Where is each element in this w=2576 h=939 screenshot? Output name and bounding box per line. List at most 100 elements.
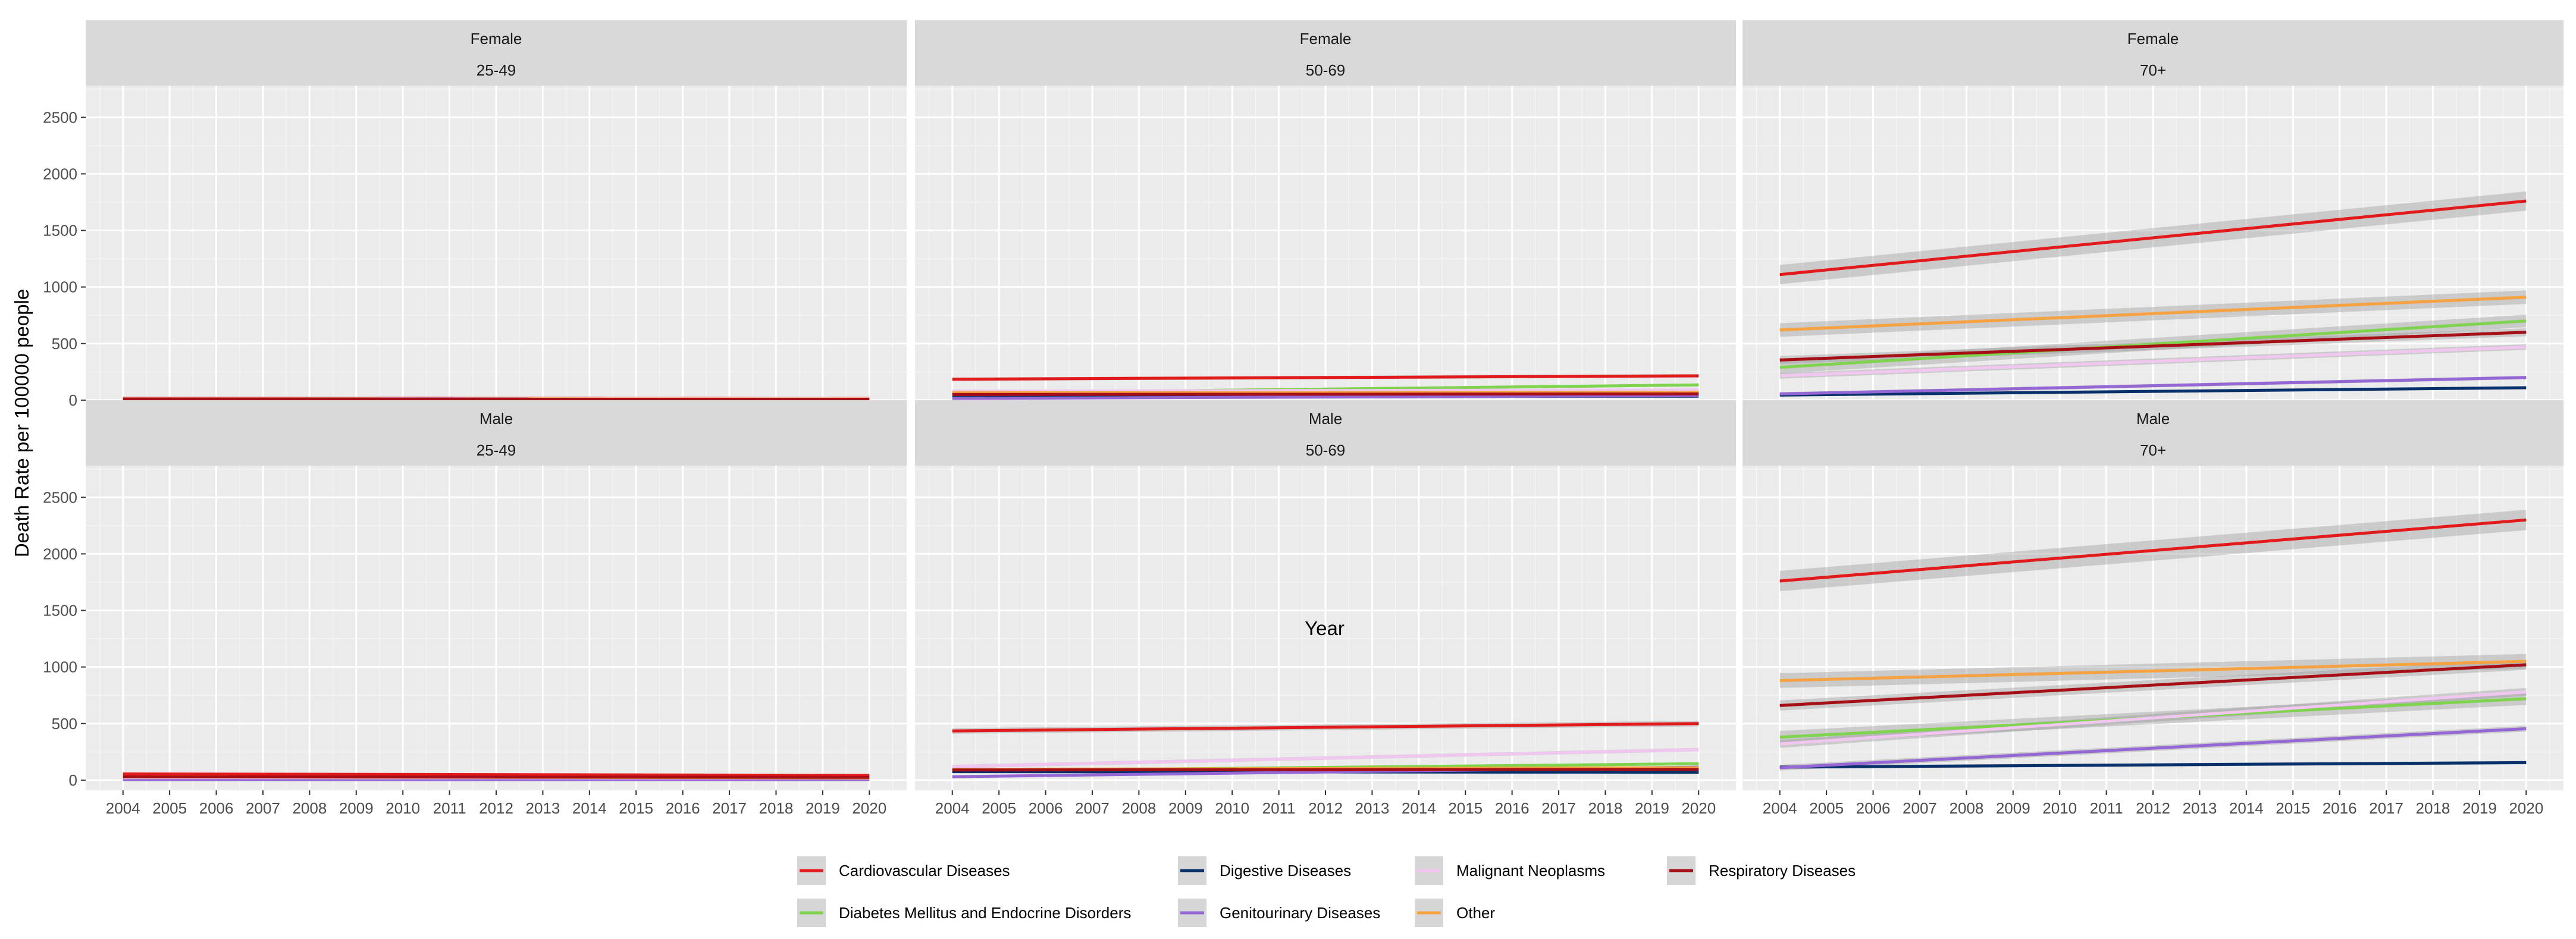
legend-item-genitourinary-diseases: Genitourinary Diseases bbox=[1178, 899, 1380, 927]
series-line-cardiovascular-diseases bbox=[1779, 518, 2527, 583]
panel-male-70: Male 70+ 2004 2005 2006 2007 2008 2009 2010 2011 2… bbox=[1743, 400, 2564, 817]
facet-strip bbox=[1743, 20, 2564, 86]
x-tick-label: 2007 bbox=[1075, 799, 1110, 817]
x-tick-label: 2020 bbox=[852, 799, 886, 817]
x-tick-label: 2012 bbox=[479, 799, 513, 817]
series-line-digestive-diseases bbox=[1779, 761, 2527, 769]
x-tick-label: 2017 bbox=[712, 799, 747, 817]
x-tick-label: 2012 bbox=[2136, 799, 2170, 817]
panel-female-70: Female 70+ bbox=[1743, 20, 2564, 410]
legend-item-malignant-neoplasms: Malignant Neoplasms bbox=[1415, 856, 1605, 885]
series-line-cardiovascular-diseases bbox=[952, 722, 1699, 733]
x-tick-label: 2015 bbox=[1448, 799, 1483, 817]
legend-label: Malignant Neoplasms bbox=[1456, 862, 1605, 880]
y-tick-label: 1500 bbox=[43, 222, 77, 240]
x-tick-label: 2016 bbox=[666, 799, 700, 817]
x-tick-label: 2004 bbox=[935, 799, 970, 817]
facet-strip bbox=[86, 400, 907, 466]
series-line-other bbox=[1779, 660, 2527, 682]
y-tick-label: 1000 bbox=[43, 658, 77, 676]
series-line-cardiovascular-diseases bbox=[123, 772, 870, 777]
y-tick-label: 0 bbox=[69, 391, 77, 409]
legend-item-diabetes-mellitus-and-endocrine-disorders: Diabetes Mellitus and Endocrine Disorder… bbox=[797, 899, 1131, 927]
major-grid bbox=[915, 466, 1736, 790]
x-tick-label: 2004 bbox=[1763, 799, 1797, 817]
legend-item-other: Other bbox=[1415, 899, 1495, 927]
facet-label-sex: Female bbox=[1300, 30, 1352, 48]
facet-label-age: 50-69 bbox=[1306, 61, 1346, 79]
legend-label: Other bbox=[1456, 904, 1495, 922]
x-tick-label: 2017 bbox=[2369, 799, 2403, 817]
x-tick-label: 2005 bbox=[982, 799, 1016, 817]
series-line-other bbox=[1779, 296, 2527, 332]
y-tick-label: 0 bbox=[69, 771, 77, 789]
x-tick-label: 2006 bbox=[1856, 799, 1891, 817]
x-tick-label: 2009 bbox=[1996, 799, 2030, 817]
panel-male-50-69: Male 50-69 2004 2005 2006 2007 2008 2009 2010 201… bbox=[915, 400, 1736, 817]
legend-item-digestive-diseases: Digestive Diseases bbox=[1178, 856, 1351, 885]
y-tick-label: 500 bbox=[52, 715, 77, 733]
x-tick-label: 2007 bbox=[246, 799, 280, 817]
x-tick-label: 2013 bbox=[2182, 799, 2217, 817]
facet-label-sex: Male bbox=[2136, 410, 2170, 428]
y-axis-title: Death Rate per 100000 people bbox=[11, 289, 33, 557]
y-tick-label: 1500 bbox=[43, 602, 77, 620]
x-tick-label: 2008 bbox=[292, 799, 327, 817]
x-tick-label: 2020 bbox=[2509, 799, 2543, 817]
facet-label-age: 50-69 bbox=[1306, 441, 1346, 459]
x-tick-label: 2010 bbox=[2042, 799, 2077, 817]
series-line-respiratory-diseases bbox=[1779, 663, 2527, 707]
x-tick-label: 2014 bbox=[2229, 799, 2264, 817]
facet-label-sex: Male bbox=[1309, 410, 1342, 428]
legend-item-respiratory-diseases: Respiratory Diseases bbox=[1667, 856, 1856, 885]
x-tick-label: 2011 bbox=[1262, 799, 1296, 817]
facet-label-sex: Male bbox=[480, 410, 513, 428]
legend: Cardiovascular Diseases Diabetes Mellitus… bbox=[797, 856, 1856, 927]
facet-label-sex: Female bbox=[471, 30, 522, 48]
series-line-respiratory-diseases bbox=[1779, 331, 2527, 362]
x-tick-label: 2008 bbox=[1949, 799, 1983, 817]
facet-strip bbox=[1743, 400, 2564, 466]
x-tick-label: 2019 bbox=[806, 799, 840, 817]
facet-label-sex: Female bbox=[2127, 30, 2179, 48]
x-tick-label: 2008 bbox=[1121, 799, 1156, 817]
series-line-diabetes-mellitus-and-endocrine-disorders bbox=[1779, 319, 2527, 369]
series-line-genitourinary-diseases bbox=[1779, 376, 2527, 395]
major-grid bbox=[86, 86, 907, 410]
series-line-malignant-neoplasms bbox=[952, 748, 1699, 768]
series-line-genitourinary-diseases bbox=[952, 394, 1699, 400]
x-tick-label: 2015 bbox=[2276, 799, 2310, 817]
x-tick-label: 2007 bbox=[1903, 799, 1937, 817]
facet-label-age: 70+ bbox=[2140, 441, 2166, 459]
facet-strip bbox=[86, 20, 907, 86]
x-tick-label: 2019 bbox=[1635, 799, 1669, 817]
panel-female-50-69: Female 50-69 bbox=[915, 20, 1736, 410]
facet-strip bbox=[915, 20, 1736, 86]
facet-label-age: 25-49 bbox=[477, 441, 516, 459]
series-line-cardiovascular-diseases bbox=[952, 374, 1699, 381]
x-axis-title: Year bbox=[1305, 617, 1345, 639]
facet-strip bbox=[915, 400, 1736, 466]
series-line-other bbox=[952, 391, 1699, 395]
x-tick-label: 2005 bbox=[152, 799, 187, 817]
y-tick-label: 2000 bbox=[43, 165, 77, 183]
y-tick-label: 1000 bbox=[43, 278, 77, 296]
y-tick-label: 2500 bbox=[43, 108, 77, 126]
legend-label: Respiratory Diseases bbox=[1709, 862, 1856, 880]
x-tick-label: 2014 bbox=[572, 799, 607, 817]
series-line-malignant-neoplasms bbox=[1779, 690, 2527, 746]
x-tick-label: 2015 bbox=[619, 799, 653, 817]
legend-item-cardiovascular-diseases: Cardiovascular Diseases bbox=[797, 856, 1010, 885]
x-tick-label: 2009 bbox=[339, 799, 374, 817]
series-line-genitourinary-diseases bbox=[1779, 727, 2527, 770]
facet-label-age: 70+ bbox=[2140, 61, 2166, 79]
minor-grid bbox=[1743, 466, 2564, 790]
x-tick-label: 2006 bbox=[1029, 799, 1063, 817]
legend-label: Genitourinary Diseases bbox=[1220, 904, 1380, 922]
major-grid bbox=[86, 466, 907, 790]
y-tick-label: 2500 bbox=[43, 488, 77, 506]
x-tick-label: 2009 bbox=[1168, 799, 1203, 817]
x-tick-label: 2018 bbox=[759, 799, 794, 817]
